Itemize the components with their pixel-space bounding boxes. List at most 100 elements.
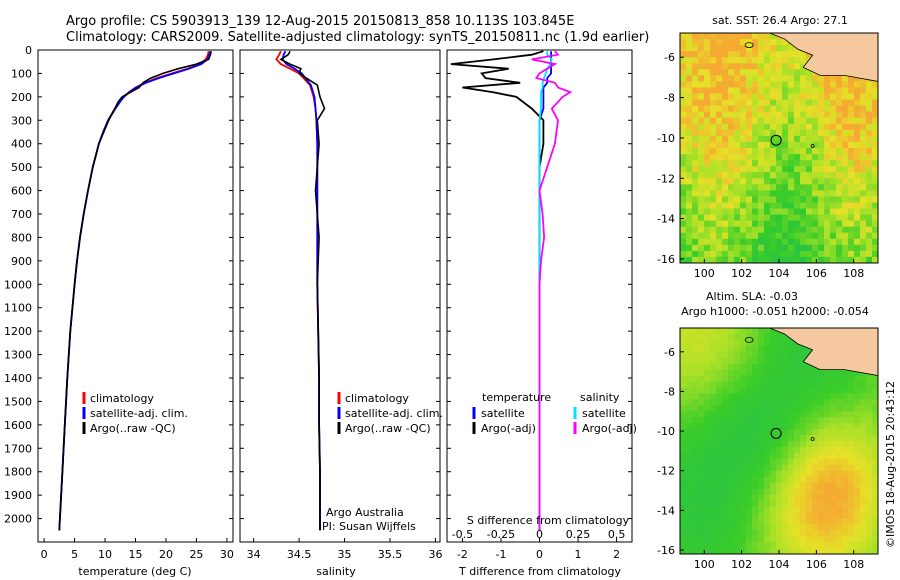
map-cell bbox=[866, 470, 873, 478]
map-cell bbox=[782, 524, 789, 531]
map-cell bbox=[770, 446, 777, 454]
map-cell bbox=[818, 446, 825, 454]
map-cell bbox=[776, 202, 783, 210]
map-cell bbox=[734, 226, 741, 234]
map-cell bbox=[782, 500, 789, 507]
map-cell bbox=[782, 357, 789, 365]
map-cell bbox=[716, 39, 723, 46]
map-cell bbox=[710, 256, 717, 263]
map-cell bbox=[836, 476, 843, 484]
map-cell bbox=[818, 375, 825, 383]
map-cell bbox=[872, 196, 878, 204]
map-cell bbox=[728, 172, 735, 179]
map-cell bbox=[818, 75, 825, 83]
map-cell bbox=[818, 208, 825, 216]
map-cell bbox=[848, 117, 855, 125]
map-cell bbox=[800, 530, 807, 537]
map-cell bbox=[740, 250, 747, 258]
map-cell bbox=[680, 244, 687, 252]
map-cell bbox=[836, 75, 843, 83]
map-cell bbox=[734, 190, 741, 198]
map-cell bbox=[860, 417, 867, 424]
map-cell bbox=[842, 172, 849, 179]
map-cell bbox=[680, 411, 687, 418]
map-xtick-label: 104 bbox=[769, 267, 790, 280]
map-cell bbox=[818, 184, 825, 191]
map-cell bbox=[716, 154, 723, 161]
map-cell bbox=[722, 405, 729, 412]
map-cell bbox=[830, 99, 837, 107]
map-cell bbox=[752, 172, 759, 179]
map-ytick-label: -10 bbox=[657, 425, 675, 438]
map-cell bbox=[854, 214, 861, 222]
map-cell bbox=[710, 512, 717, 519]
map-cell bbox=[734, 500, 741, 507]
map-cell bbox=[806, 405, 813, 412]
map-cell bbox=[788, 375, 795, 383]
map-cell bbox=[770, 506, 777, 513]
map-cell bbox=[824, 464, 831, 472]
map-cell bbox=[782, 530, 789, 537]
map-cell bbox=[680, 345, 687, 353]
map-cell bbox=[776, 441, 783, 448]
map-cell bbox=[788, 69, 795, 76]
map-cell bbox=[866, 518, 873, 525]
map-cell bbox=[752, 148, 759, 155]
map-cell bbox=[716, 381, 723, 388]
map-cell bbox=[704, 87, 711, 95]
map-cell bbox=[680, 57, 687, 64]
map-cell bbox=[752, 488, 759, 496]
map-cell bbox=[716, 166, 723, 173]
map-cell bbox=[704, 51, 711, 58]
map-cell bbox=[752, 512, 759, 519]
map-cell bbox=[764, 357, 771, 365]
map-cell bbox=[692, 208, 699, 216]
map-cell bbox=[776, 488, 783, 496]
map-cell bbox=[794, 154, 801, 161]
map-cell bbox=[800, 393, 807, 400]
map-cell bbox=[716, 441, 723, 448]
map-cell bbox=[794, 500, 801, 507]
map-cell bbox=[728, 446, 735, 454]
map-cell bbox=[860, 184, 867, 191]
map-cell bbox=[842, 226, 849, 234]
map-cell bbox=[788, 87, 795, 95]
map-cell bbox=[686, 363, 693, 371]
map-cell bbox=[698, 123, 705, 131]
depth-tick-label: 1700 bbox=[4, 442, 32, 455]
map-cell bbox=[848, 99, 855, 107]
map-cell bbox=[854, 435, 861, 442]
map-cell bbox=[752, 333, 759, 341]
island-outline bbox=[744, 336, 754, 343]
map-cell bbox=[728, 536, 735, 543]
map-cell bbox=[872, 512, 878, 519]
map-cell bbox=[836, 208, 843, 216]
map-cell bbox=[860, 214, 867, 222]
map-cell bbox=[716, 141, 723, 149]
map-cell bbox=[848, 93, 855, 101]
map-cell bbox=[728, 488, 735, 496]
map-cell bbox=[764, 369, 771, 377]
map-cell bbox=[812, 250, 819, 258]
map-xtick-label: 100 bbox=[694, 267, 715, 280]
map-cell bbox=[704, 405, 711, 412]
map-cell bbox=[680, 369, 687, 377]
map-cell bbox=[764, 123, 771, 131]
map-cell bbox=[740, 166, 747, 173]
map-cell bbox=[812, 452, 819, 460]
map-cell bbox=[734, 75, 741, 83]
map-cell bbox=[812, 494, 819, 501]
map-cell bbox=[830, 123, 837, 131]
map-cell bbox=[710, 208, 717, 216]
map-cell bbox=[722, 536, 729, 543]
map-cell bbox=[830, 160, 837, 167]
map-cell bbox=[770, 166, 777, 173]
map-cell bbox=[692, 512, 699, 519]
map-cell bbox=[716, 536, 723, 543]
map-cell bbox=[848, 129, 855, 137]
map-cell bbox=[806, 148, 813, 155]
map-cell bbox=[692, 333, 699, 341]
map-cell bbox=[740, 494, 747, 501]
map-cell bbox=[728, 458, 735, 466]
map-cell bbox=[854, 530, 861, 537]
